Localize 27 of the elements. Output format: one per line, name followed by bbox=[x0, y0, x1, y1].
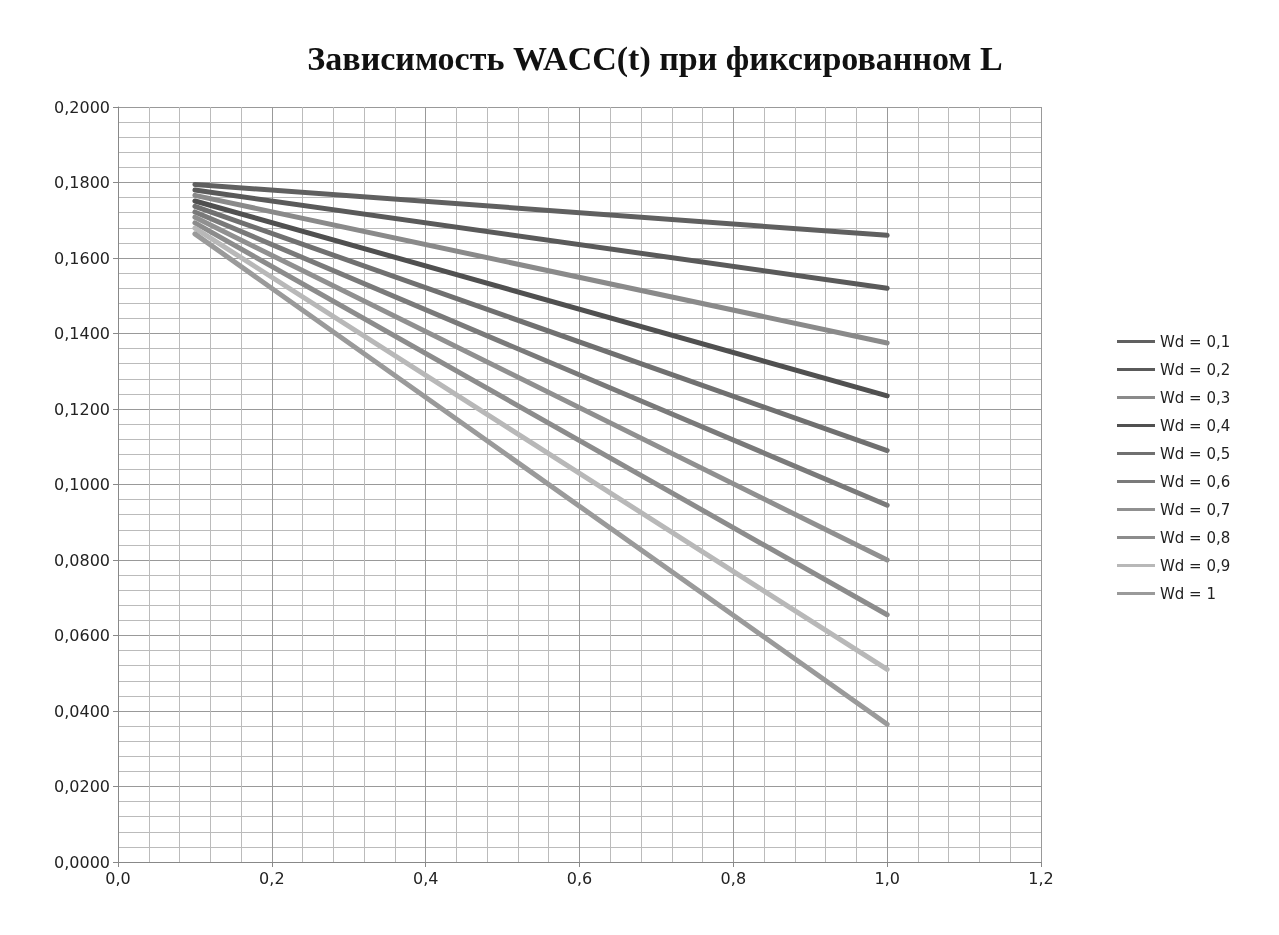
x-tick-label: 0,6 bbox=[566, 868, 593, 888]
y-tick-label: 0,2000 bbox=[54, 97, 110, 117]
legend-label: Wd = 0,6 bbox=[1160, 472, 1231, 491]
y-tick-label: 0,0200 bbox=[54, 777, 110, 796]
y-tick-label: 0,1200 bbox=[54, 399, 110, 419]
legend-label: Wd = 0,9 bbox=[1160, 556, 1231, 575]
y-tick-label: 0,1800 bbox=[54, 173, 110, 192]
chart-title: Зависимость WACC(t) при фиксированном L bbox=[307, 39, 1003, 78]
legend-label: Wd = 0,5 bbox=[1160, 444, 1231, 463]
legend-label: Wd = 0,7 bbox=[1160, 500, 1231, 519]
y-tick-label: 0,1600 bbox=[54, 248, 110, 268]
x-tick-label: 0,2 bbox=[259, 868, 285, 888]
x-tick-label: 0,8 bbox=[720, 868, 747, 888]
legend-label: Wd = 0,3 bbox=[1160, 388, 1231, 407]
y-tick-label: 0,1400 bbox=[54, 324, 110, 343]
legend-label: Wd = 0,8 bbox=[1160, 528, 1231, 547]
legend-label: Wd = 0,2 bbox=[1160, 360, 1231, 379]
x-tick-label: 1,0 bbox=[874, 868, 900, 888]
x-tick-label: 0,4 bbox=[412, 868, 439, 888]
y-tick-label: 0,0400 bbox=[54, 701, 110, 721]
legend-label: Wd = 1 bbox=[1160, 584, 1217, 603]
legend-label: Wd = 0,4 bbox=[1160, 416, 1231, 435]
y-tick-label: 0,1000 bbox=[54, 475, 110, 494]
y-tick-label: 0,0800 bbox=[54, 550, 110, 570]
y-tick-label: 0,0600 bbox=[54, 626, 110, 645]
x-tick-label: 1,2 bbox=[1028, 868, 1054, 888]
legend-label: Wd = 0,1 bbox=[1160, 332, 1231, 351]
